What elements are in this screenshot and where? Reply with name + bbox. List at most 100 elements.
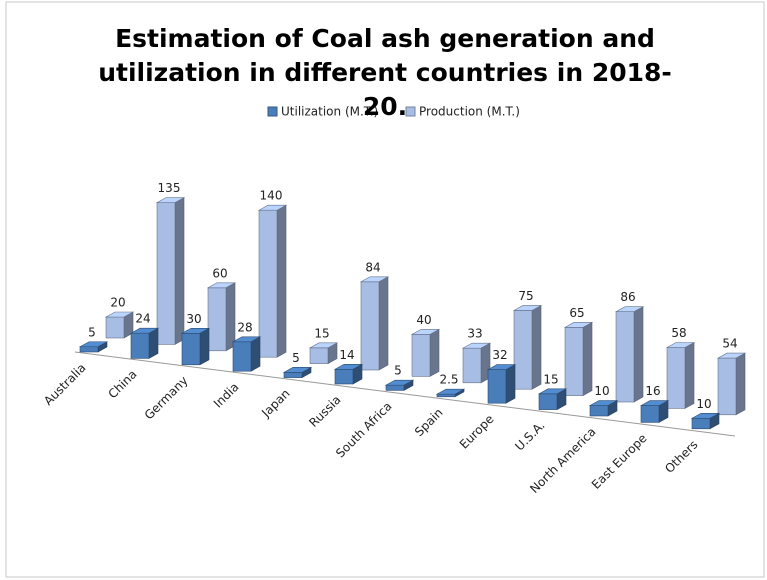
floor-line [74, 351, 736, 437]
bar-side [684, 341, 695, 409]
bar-top [231, 336, 262, 343]
bar [461, 342, 492, 384]
bar-front [564, 327, 584, 396]
bar [537, 388, 568, 411]
bar [282, 366, 313, 379]
bar-top [690, 412, 721, 419]
bar-top [384, 379, 415, 386]
bar-side [429, 328, 440, 377]
bar-front [717, 357, 737, 416]
bar-top [512, 305, 543, 311]
value-label: 58 [671, 326, 686, 340]
bar-top [461, 342, 492, 349]
bar [435, 388, 466, 398]
bar [155, 197, 186, 345]
value-label: 16 [645, 384, 660, 398]
value-label: 5 [394, 364, 402, 378]
bar [231, 336, 262, 372]
bar-front [232, 341, 252, 372]
value-label: 28 [237, 320, 252, 334]
bar [690, 412, 721, 430]
bar-top [716, 352, 747, 359]
bar [359, 276, 390, 371]
value-label: 14 [339, 348, 354, 362]
bar [639, 400, 670, 423]
bar-top [333, 363, 364, 370]
bar-top [563, 322, 594, 328]
value-label: 60 [212, 266, 227, 280]
bar-front [360, 281, 380, 371]
bar [180, 327, 211, 366]
legend-label: Utilization (M.T.) [281, 105, 378, 119]
x-tick-label: China [105, 367, 139, 401]
chart-title: Estimation of Coal ash generation and ut… [98, 24, 672, 121]
bar [588, 399, 619, 417]
value-label: 65 [569, 306, 584, 320]
value-label: 10 [594, 384, 609, 398]
legend-label: Production (M.T.) [419, 105, 520, 119]
bar-top [359, 276, 390, 283]
x-tick-label: Australia [41, 361, 88, 408]
bar-front [181, 332, 201, 366]
bar-side [199, 327, 210, 366]
bar-front [487, 369, 507, 404]
bar [104, 311, 135, 339]
bar-front [258, 209, 278, 358]
bar-top [588, 400, 619, 406]
bar-side [633, 306, 644, 403]
bar-top [257, 204, 288, 211]
x-tick-label: East Europe [589, 431, 650, 492]
bar-front [130, 332, 150, 359]
value-label: 15 [543, 372, 558, 386]
bar-side [582, 321, 593, 397]
bar [665, 341, 696, 409]
bar-top [435, 388, 466, 395]
value-label: 24 [135, 312, 150, 326]
bar [512, 304, 543, 390]
bar-front [411, 334, 431, 377]
x-tick-label: Europe [457, 412, 497, 452]
bar-front [589, 405, 609, 417]
x-tick-label: Germany [142, 373, 191, 422]
value-label: 10 [696, 397, 711, 411]
x-tick-label: Others [662, 437, 700, 475]
value-label: 5 [292, 351, 300, 365]
x-tick-label: Japan [258, 386, 292, 420]
bar [614, 306, 645, 403]
bar [308, 342, 339, 365]
bar-front [615, 311, 635, 403]
value-label: 32 [492, 348, 507, 362]
bar-front [436, 393, 456, 398]
bar-side [531, 304, 542, 390]
bar [716, 352, 747, 416]
value-label: 33 [467, 327, 482, 341]
bar-front [156, 202, 176, 345]
bar-side [174, 197, 185, 345]
bar [563, 321, 594, 397]
value-label: 5 [88, 325, 96, 339]
x-tick-label: Spain [412, 405, 446, 439]
chart-border [5, 1, 765, 578]
bar-side [505, 364, 516, 404]
value-label: 20 [110, 296, 125, 310]
bar [78, 341, 109, 353]
bar-side [735, 352, 746, 416]
bar-top [104, 311, 135, 318]
bar-top [308, 342, 339, 349]
bar-top [639, 400, 670, 406]
bar-side [250, 336, 261, 372]
bar [410, 328, 441, 377]
value-label: 30 [186, 312, 201, 326]
bar [333, 363, 364, 385]
bar-front [79, 346, 99, 353]
value-label: 135 [158, 181, 181, 195]
value-label: 140 [260, 189, 283, 203]
bar-front [666, 347, 686, 409]
bar-side [225, 282, 236, 352]
x-tick-label: Russia [306, 393, 343, 430]
legend-swatch [405, 106, 416, 117]
value-label: 86 [620, 290, 635, 304]
bar [486, 364, 517, 404]
value-label: 40 [416, 313, 431, 327]
